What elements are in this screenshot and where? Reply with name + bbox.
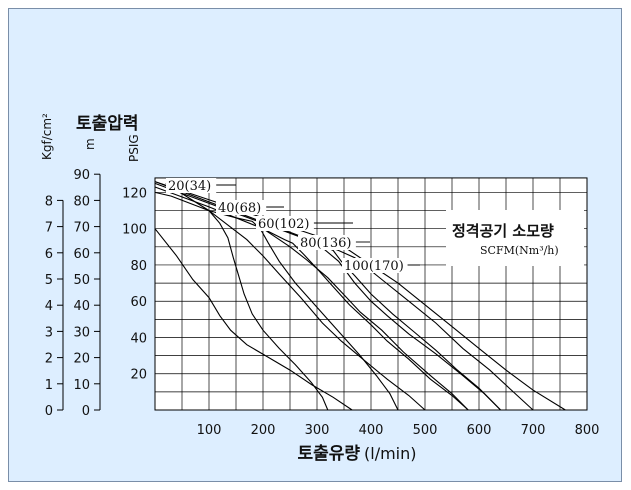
kgf-tick-label: 2 [45,352,53,367]
kgf-axis-label: Kgf/cm² [40,113,54,160]
air-curve-label: 20(34) [168,179,211,194]
kgf-tick-label: 0 [45,404,53,419]
air-curve-label: 100(170) [344,259,404,274]
x-tick-label: 100 [197,423,222,438]
air-curve-label: 40(68) [218,201,261,216]
psig-tick-label: 80 [130,259,147,274]
psig-tick-label: 60 [130,295,147,310]
kgf-tick-label: 8 [45,194,53,209]
x-axis-unit: (l/min) [364,444,417,463]
x-tick-label: 400 [359,423,384,438]
air-curve-label-bg [342,258,408,273]
pressure-curve [208,210,399,411]
air-curve-label-bg [166,178,217,193]
m-tick-label: 10 [73,378,90,393]
psig-tick-label: 120 [122,186,147,201]
legend-box [446,210,584,266]
pressure-curve [316,242,501,411]
air-consumption-curve [154,191,426,411]
legend-unit: SCFM(Nm³/h) [480,244,559,257]
m-tick-label: 30 [73,325,90,340]
legend-title: 정격공기 소모량 [452,222,554,240]
air-consumption-curve [154,181,534,411]
m-tick-label: 40 [73,299,90,314]
kgf-tick-label: 5 [45,273,53,288]
air-consumption-curve [154,182,501,411]
x-tick-label: 500 [413,423,438,438]
m-tick-label: 60 [73,247,90,262]
air-curve-label-bg [216,200,267,215]
air-curve-label: 80(136) [300,236,352,251]
x-tick-label: 600 [467,423,492,438]
chart-title: 토출압력 [76,113,139,134]
kgf-tick-label: 3 [45,325,53,340]
psig-tick-label: 40 [130,331,147,346]
x-axis-title: 토출유량 [297,444,360,464]
m-tick-label: 80 [73,194,90,209]
air-consumption-curve [154,228,353,411]
x-tick-label: 700 [521,423,546,438]
psig-tick-label: 20 [130,368,147,383]
kgf-tick-label: 1 [45,378,53,393]
kgf-tick-label: 7 [45,221,53,236]
air-curve-label-bg [298,235,356,250]
m-tick-label: 0 [82,404,90,419]
pressure-curve [262,228,469,411]
psig-axis-label: PSIG [127,134,141,162]
kgf-tick-label: 6 [45,247,53,262]
m-tick-label: 90 [73,168,90,183]
m-axis-label: m [83,138,97,150]
m-tick-label: 50 [73,273,90,288]
pressure-curve [165,182,329,411]
air-curve-label: 60(102) [258,217,310,232]
x-tick-label: 300 [305,423,330,438]
x-tick-label: 800 [575,423,600,438]
psig-tick-label: 100 [122,223,147,238]
x-tick-label: 200 [251,423,276,438]
air-curve-label-bg [256,216,314,231]
m-tick-label: 70 [73,221,90,236]
m-tick-label: 20 [73,352,90,367]
kgf-tick-label: 4 [45,299,53,314]
